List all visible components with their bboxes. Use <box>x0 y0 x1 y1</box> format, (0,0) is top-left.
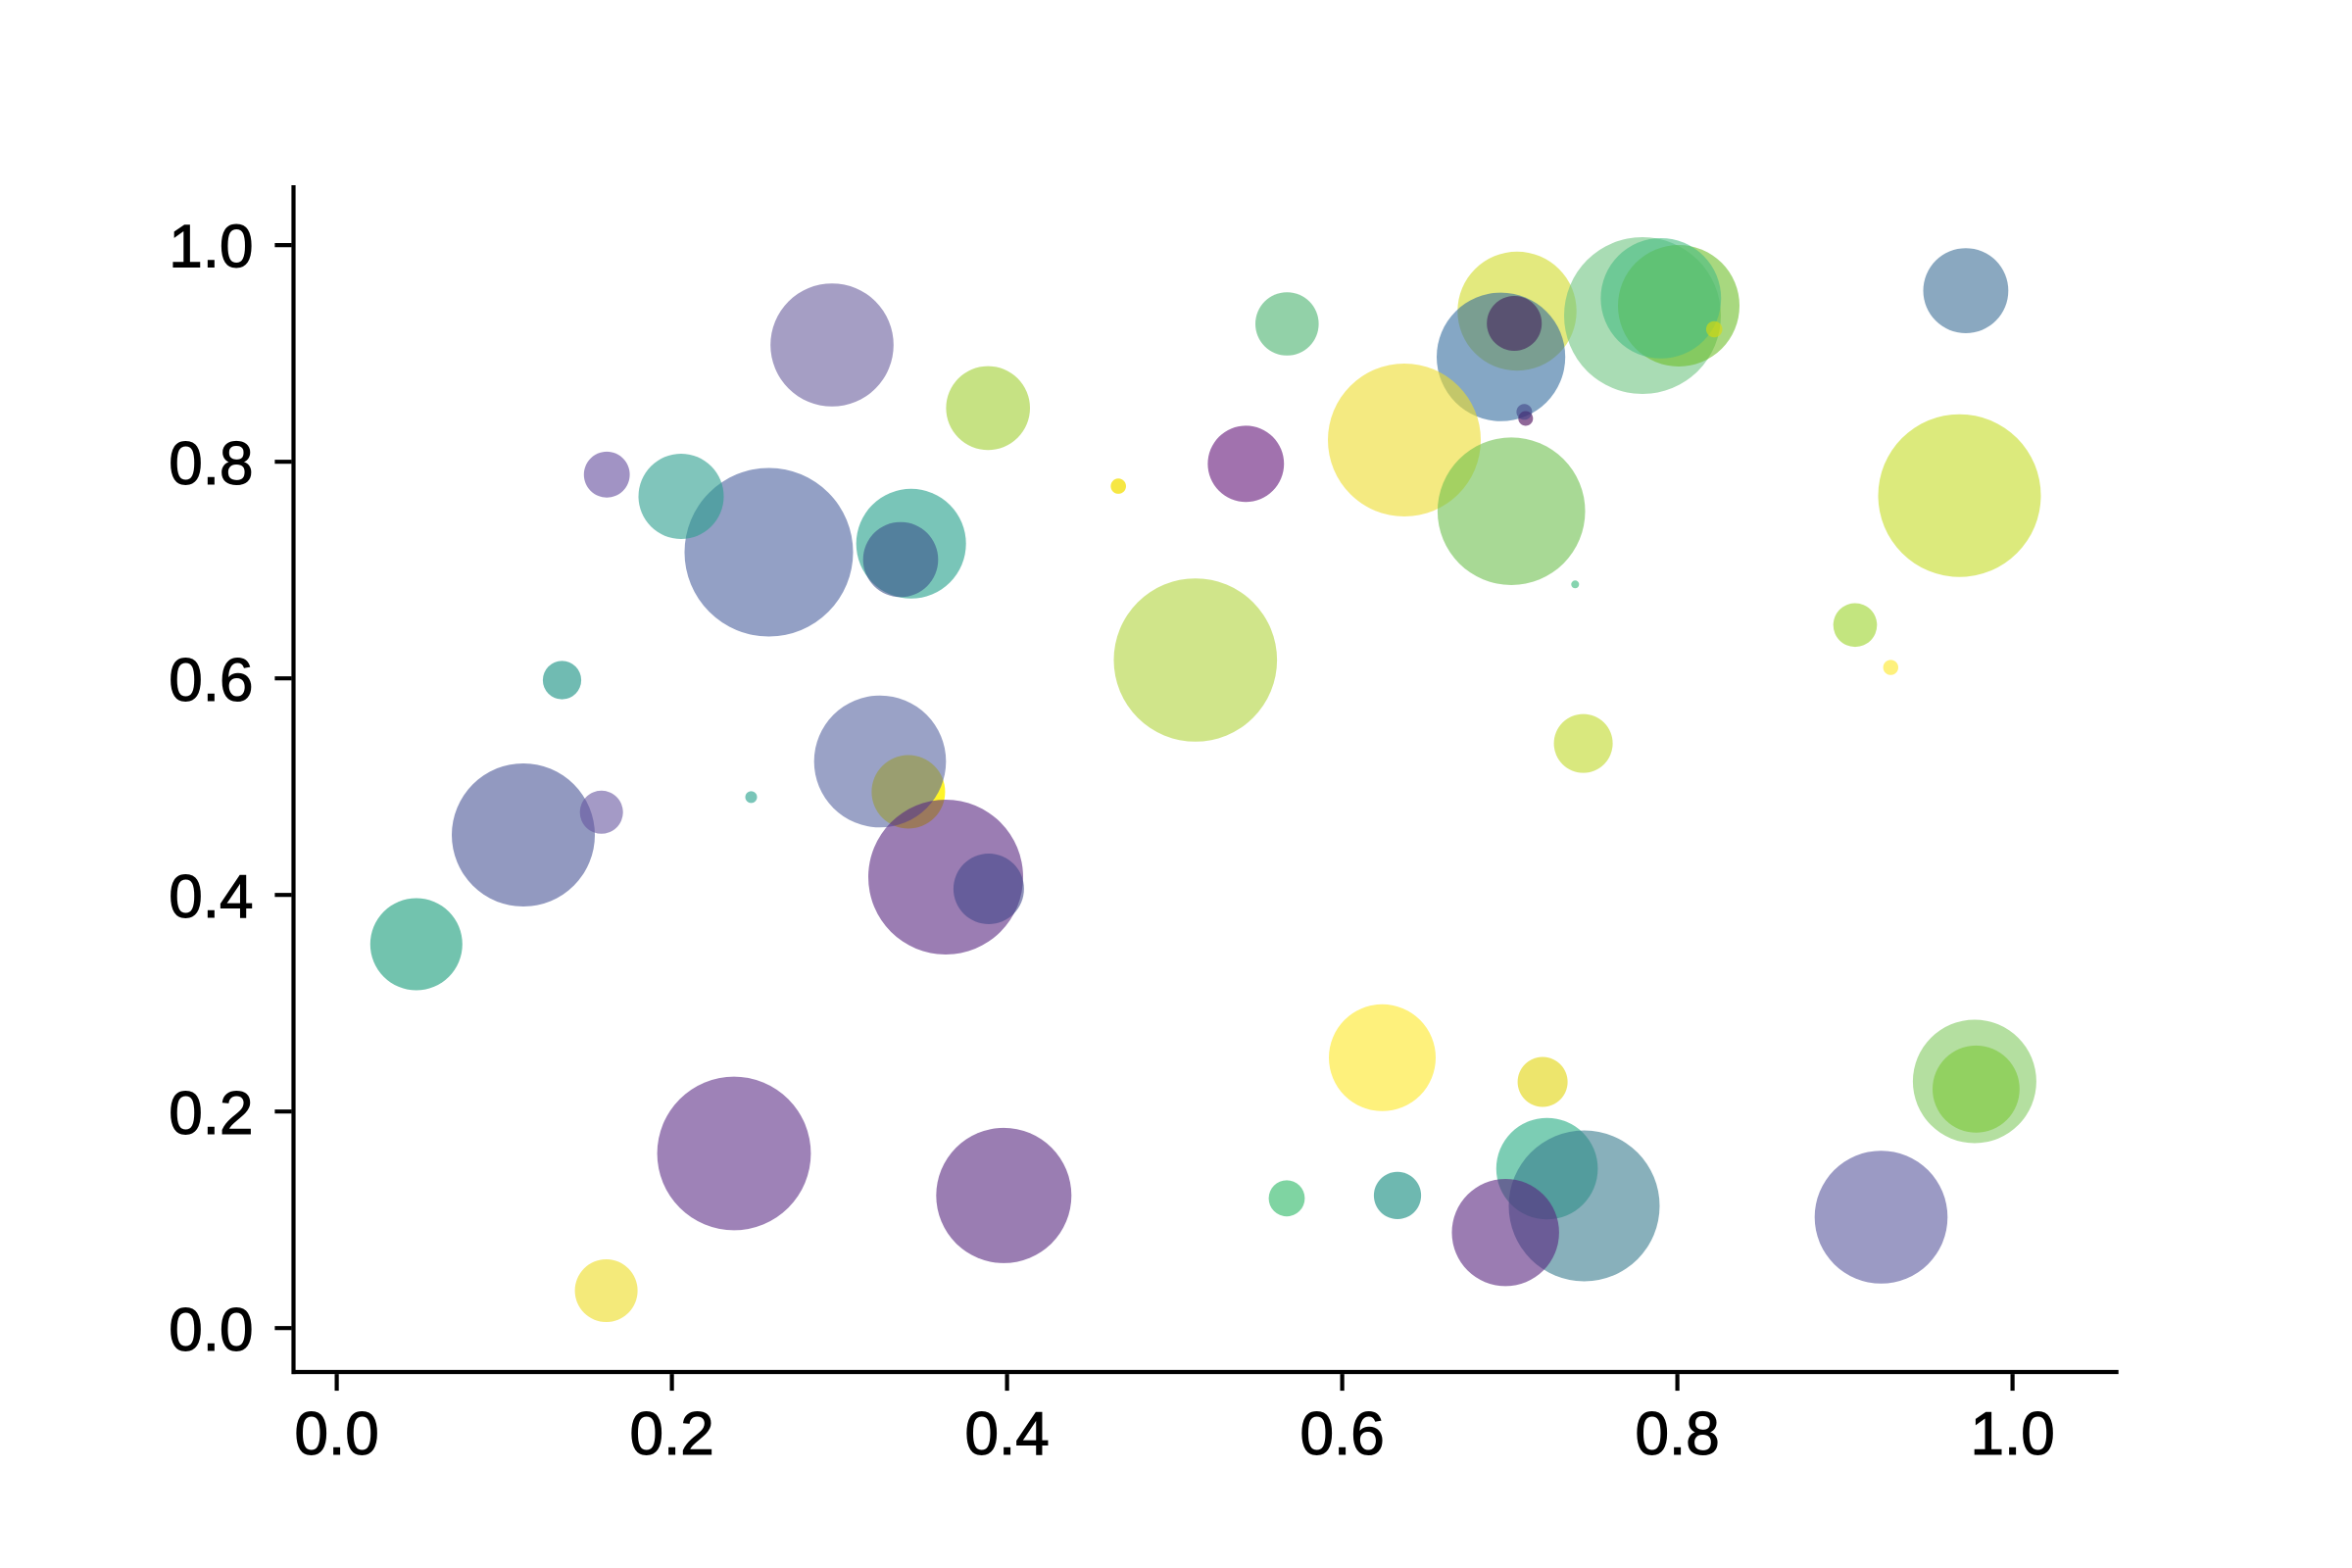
svg-text:0.6: 0.6 <box>1299 1400 1384 1468</box>
svg-text:0.8: 0.8 <box>169 430 253 498</box>
svg-text:0.2: 0.2 <box>169 1080 253 1148</box>
svg-text:0.0: 0.0 <box>169 1297 253 1364</box>
svg-text:0.8: 0.8 <box>1635 1400 1719 1468</box>
svg-text:1.0: 1.0 <box>1970 1400 2054 1468</box>
svg-text:0.6: 0.6 <box>169 647 253 714</box>
svg-text:0.4: 0.4 <box>964 1400 1049 1468</box>
svg-text:1.0: 1.0 <box>169 214 253 281</box>
svg-text:0.4: 0.4 <box>169 863 253 931</box>
svg-text:0.2: 0.2 <box>629 1400 713 1468</box>
svg-text:0.0: 0.0 <box>294 1400 378 1468</box>
